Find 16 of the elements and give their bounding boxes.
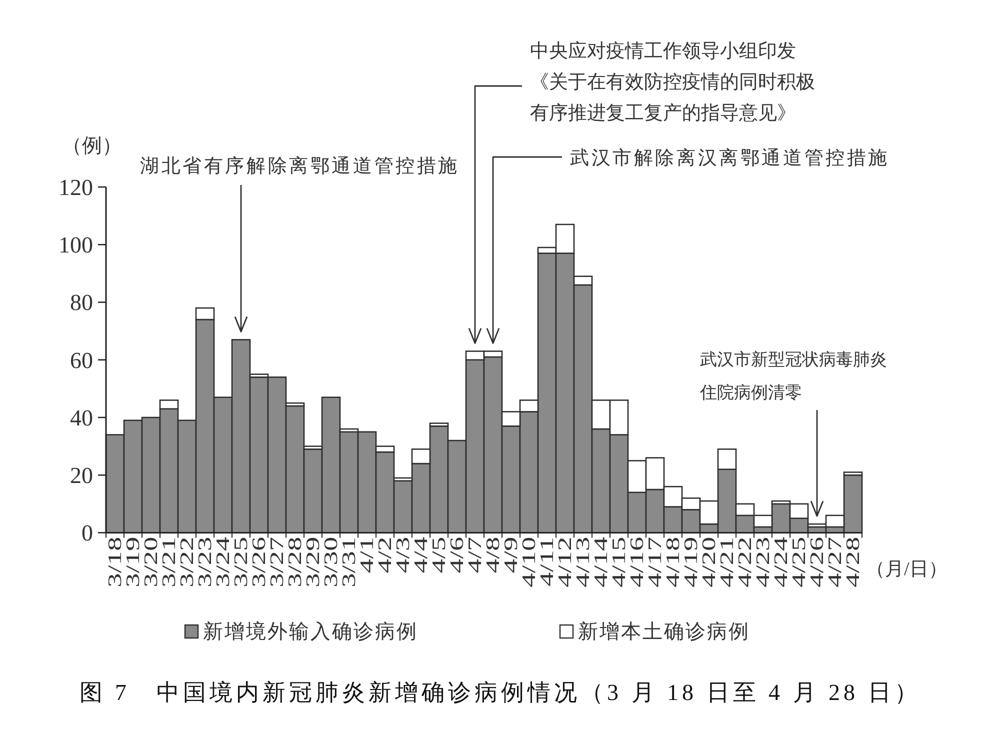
y-tick-label: 60 bbox=[70, 348, 93, 373]
y-tick-label: 20 bbox=[70, 463, 93, 488]
y-tick-label: 80 bbox=[70, 290, 93, 316]
legend-label: 新增境外输入确诊病例 bbox=[203, 621, 418, 643]
annotation: 武汉市解除离汉离鄂通道管控措施 bbox=[570, 148, 890, 169]
y-tick-label: 120 bbox=[58, 175, 93, 200]
annotation: 湖北省有序解除离鄂通道管控措施 bbox=[140, 156, 460, 177]
annotation: 武汉市新型冠状病毒肺炎住院病例清零 bbox=[700, 350, 887, 402]
x-axis-title: （月/日） bbox=[866, 559, 948, 580]
legend-label: 新增本土确诊病例 bbox=[578, 621, 750, 643]
y-tick-label: 40 bbox=[70, 405, 93, 430]
text: 图 7 中国境内新冠肺炎新增确诊病例情况（3 月 18 日至 4 月 28 日） bbox=[79, 680, 921, 705]
y-axis-title: （例） bbox=[62, 135, 122, 157]
annotation: 中央应对疫情工作领导小组印发《关于在有效防控疫情的同时积极有序推进复工复产的指导意见》 bbox=[530, 41, 815, 124]
y-tick-label: 0 bbox=[82, 520, 93, 546]
y-tick-label: 100 bbox=[58, 232, 93, 258]
